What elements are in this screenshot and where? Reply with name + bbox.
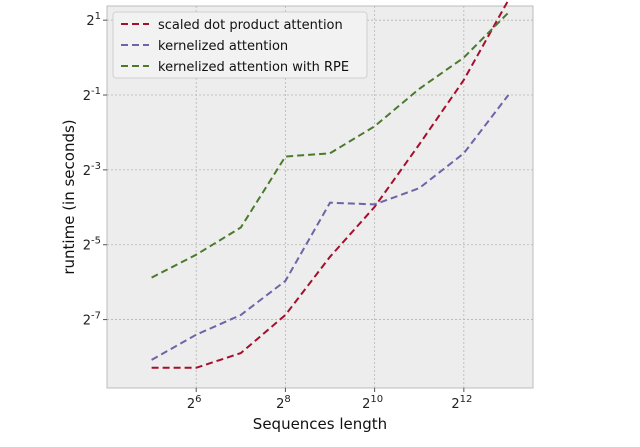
x-tick-label: 26: [187, 394, 202, 412]
y-tick-base: 2: [83, 239, 91, 254]
y-tick-exponent: 1: [95, 11, 101, 22]
x-tick-exponent: 12: [460, 394, 473, 405]
x-axis-label: Sequences length: [253, 415, 387, 433]
series-lines: [151, 0, 510, 369]
x-tick-exponent: 8: [284, 394, 290, 405]
y-tick-label: 2-1: [83, 86, 101, 104]
legend-label: kernelized attention with RPE: [158, 60, 349, 75]
y-tick-label: 2-5: [83, 236, 101, 254]
series-line: [151, 11, 510, 279]
y-tick-exponent: -5: [91, 236, 101, 247]
legend: scaled dot product attention kernelized a…: [112, 11, 368, 79]
x-tick-label: 28: [276, 394, 291, 412]
legend-label: kernelized attention: [158, 39, 288, 54]
x-tick-label: 212: [451, 394, 472, 412]
series-line: [151, 0, 510, 369]
x-tick-base: 2: [276, 397, 284, 412]
x-tick-label: 210: [362, 394, 383, 412]
y-tick-exponent: -3: [91, 161, 101, 172]
x-axis-ticks: 26 28 210 212: [187, 388, 472, 412]
y-tick-base: 2: [86, 14, 94, 29]
y-tick-base: 2: [83, 89, 91, 104]
x-tick-exponent: 10: [370, 394, 383, 405]
y-tick-exponent: -1: [91, 86, 101, 97]
x-tick-base: 2: [187, 397, 195, 412]
y-tick-label: 2-3: [83, 161, 101, 179]
legend-box: [112, 11, 368, 79]
y-tick-label: 2-7: [83, 311, 101, 329]
legend-label: scaled dot product attention: [158, 18, 343, 33]
x-tick-base: 2: [451, 397, 459, 412]
x-tick-base: 2: [362, 397, 370, 412]
series-line: [151, 94, 510, 361]
y-tick-base: 2: [83, 164, 91, 179]
x-tick-exponent: 6: [195, 394, 201, 405]
y-tick-exponent: -7: [91, 311, 101, 322]
y-tick-label: 21: [86, 11, 101, 29]
y-axis-ticks: 2-72-52-32-121: [83, 11, 107, 329]
y-axis-label: runtime (in seconds): [60, 119, 78, 274]
y-tick-base: 2: [83, 314, 91, 329]
